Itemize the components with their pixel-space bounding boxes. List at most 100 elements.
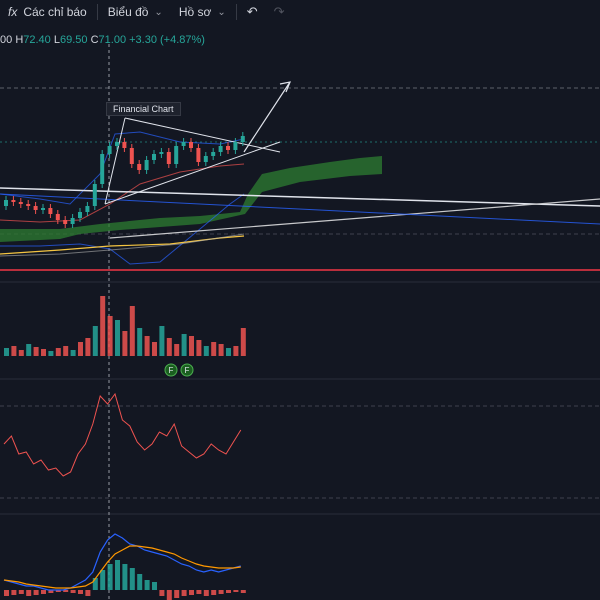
volume-bar bbox=[240, 328, 246, 356]
macd-line bbox=[3, 533, 241, 591]
macd-bar bbox=[70, 590, 76, 593]
macd-bar bbox=[196, 590, 202, 594]
macd-bar bbox=[226, 590, 231, 593]
candle bbox=[122, 142, 127, 148]
projection-arrow-line bbox=[243, 81, 291, 153]
macd-bar bbox=[137, 574, 143, 590]
volume-bar bbox=[166, 338, 172, 356]
macd-bar bbox=[181, 590, 187, 596]
volume-bar bbox=[159, 326, 165, 356]
macd-bar bbox=[233, 590, 239, 592]
candle bbox=[26, 204, 31, 206]
high-prefix: H bbox=[15, 34, 24, 46]
volume-bar bbox=[11, 346, 17, 356]
candle bbox=[233, 142, 238, 150]
macd-bar bbox=[240, 590, 246, 593]
volume-bar bbox=[18, 350, 24, 356]
macd-bar bbox=[18, 590, 24, 594]
candle bbox=[100, 154, 105, 184]
triangle-upper bbox=[124, 117, 281, 153]
bollinger-upper bbox=[0, 131, 245, 205]
annotation-label[interactable]: Financial Chart bbox=[106, 102, 181, 116]
close-prefix: C bbox=[90, 34, 99, 46]
volume-marker[interactable]: F bbox=[164, 363, 178, 377]
volume-marker-label: F bbox=[185, 366, 190, 375]
profile-button[interactable]: Hồ sơ ⌄ bbox=[171, 0, 234, 24]
candle bbox=[18, 202, 23, 204]
volume-bar bbox=[137, 328, 143, 356]
volume-bar bbox=[189, 336, 194, 356]
volume-bar bbox=[33, 347, 39, 356]
candle bbox=[174, 146, 179, 164]
chart-type-button[interactable]: Biểu đồ ⌄ bbox=[100, 0, 171, 24]
candle bbox=[181, 142, 186, 146]
macd-bar bbox=[85, 590, 91, 596]
macd-bar bbox=[100, 570, 106, 590]
macd-bar bbox=[174, 590, 180, 598]
bollinger-lower bbox=[0, 193, 245, 265]
volume-bar bbox=[115, 320, 120, 356]
candle bbox=[203, 156, 208, 162]
candle bbox=[55, 214, 60, 220]
candle bbox=[137, 164, 142, 170]
volume-bar bbox=[107, 316, 113, 356]
high-value: 72.40 bbox=[23, 34, 51, 46]
candle bbox=[48, 208, 53, 214]
chevron-down-icon: ⌄ bbox=[217, 6, 226, 18]
volume-bar bbox=[55, 348, 61, 356]
low-value: 69.50 bbox=[59, 34, 88, 46]
candle bbox=[41, 208, 45, 210]
triangle-left bbox=[104, 117, 126, 205]
volume-bar bbox=[100, 296, 106, 356]
macd-bar bbox=[159, 590, 165, 596]
candle bbox=[240, 136, 245, 142]
moving-average-yellow bbox=[0, 235, 245, 255]
candle bbox=[189, 142, 193, 148]
candle bbox=[152, 154, 156, 160]
toolbar-divider bbox=[96, 4, 98, 20]
candle bbox=[70, 218, 75, 224]
undo-icon: ↶ bbox=[246, 4, 258, 19]
macd-bar bbox=[41, 590, 46, 594]
volume-bar bbox=[41, 349, 46, 356]
profile-label: Hồ sơ bbox=[178, 5, 212, 19]
macd-bar bbox=[26, 590, 32, 596]
candle bbox=[218, 146, 223, 152]
candle bbox=[166, 152, 171, 164]
volume-bar bbox=[78, 342, 83, 356]
macd-bar bbox=[218, 590, 224, 594]
macd-bar bbox=[33, 590, 39, 595]
candle bbox=[92, 184, 97, 206]
chevron-down-icon: ⌄ bbox=[154, 6, 163, 18]
volume-bar bbox=[48, 351, 54, 356]
volume-bar bbox=[233, 346, 239, 356]
undo-button[interactable]: ↶ bbox=[239, 0, 266, 24]
candle bbox=[129, 148, 134, 164]
macd-bar bbox=[107, 564, 113, 590]
macd-bar bbox=[144, 580, 150, 590]
volume-marker[interactable]: F bbox=[180, 363, 194, 377]
macd-bar bbox=[203, 590, 209, 596]
macd-bar bbox=[166, 590, 172, 600]
candle bbox=[115, 142, 119, 146]
candle bbox=[107, 146, 112, 154]
candle bbox=[159, 152, 164, 154]
volume-bars bbox=[4, 296, 246, 356]
redo-button[interactable]: ↷ bbox=[266, 0, 293, 24]
toolbar-divider bbox=[235, 4, 237, 20]
trend-line-rising bbox=[109, 198, 600, 239]
redo-icon: ↷ bbox=[273, 4, 285, 19]
low-prefix: L bbox=[53, 34, 60, 46]
volume-bar bbox=[144, 336, 150, 356]
change-value: +3.30 (+4.87%) bbox=[129, 34, 205, 46]
indicators-label: Các chỉ báo bbox=[23, 5, 87, 19]
signal-line bbox=[3, 545, 241, 589]
indicators-button[interactable]: fx Các chỉ báo bbox=[0, 0, 95, 24]
macd-bar bbox=[92, 578, 98, 590]
trend-line-long bbox=[0, 187, 600, 207]
chart-canvas[interactable]: F F bbox=[0, 24, 600, 600]
macd-bar bbox=[48, 590, 54, 593]
projection-arrow-head bbox=[279, 81, 291, 93]
ohlc-readout: 00 H72.40 L69.50 C71.00 +3.30 (+4.87%) bbox=[0, 34, 205, 46]
ichimoku-cloud bbox=[0, 156, 382, 242]
